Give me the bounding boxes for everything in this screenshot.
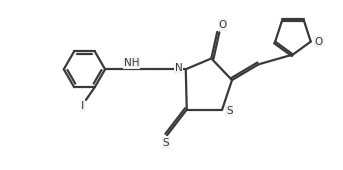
Text: NH: NH [124,58,139,68]
Text: S: S [163,138,169,148]
Text: O: O [218,20,226,30]
Text: N: N [175,63,183,73]
Text: I: I [81,101,84,111]
Text: O: O [315,37,323,47]
Text: S: S [226,106,233,116]
